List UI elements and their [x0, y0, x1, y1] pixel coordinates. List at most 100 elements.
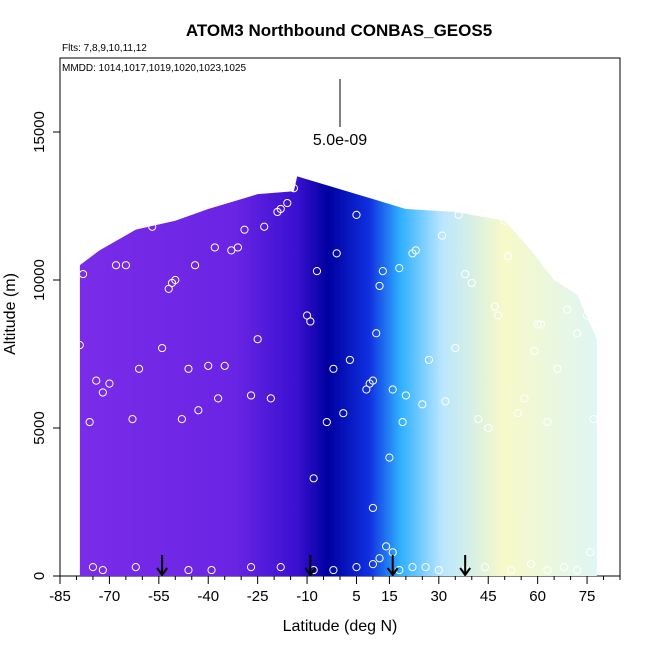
- sample-point: [543, 565, 552, 575]
- sample-point: [184, 565, 193, 575]
- sample-point: [220, 361, 229, 370]
- sample-point: [573, 565, 582, 575]
- sample-point: [128, 415, 137, 424]
- sample-point: [372, 329, 381, 338]
- sample-point: [563, 305, 572, 314]
- sample-point: [411, 246, 420, 255]
- sample-point: [368, 560, 378, 569]
- sample-point: [438, 231, 447, 240]
- sample-point: [309, 474, 318, 483]
- sample-point: [214, 394, 223, 403]
- sample-point: [345, 355, 354, 365]
- sample-point: [121, 261, 130, 270]
- x-tick-label: 15: [381, 588, 398, 605]
- y-tick-label: 10000: [31, 259, 48, 301]
- sample-point: [210, 243, 219, 252]
- sample-point: [352, 210, 361, 219]
- y-axis: 0 5000 10000 15000: [31, 111, 60, 580]
- x-tick-label: 5: [352, 588, 360, 605]
- sample-point: [500, 216, 509, 225]
- sample-point: [484, 423, 493, 433]
- sample-points: [75, 184, 598, 575]
- x-tick-label: 30: [430, 588, 447, 605]
- dates-label: MMDD: 1014,1017,1019,1020,1023,1025: [62, 63, 246, 74]
- sample-point: [503, 252, 513, 261]
- sample-point: [480, 563, 490, 572]
- sample-point: [520, 394, 529, 403]
- y-tick-label: 15000: [31, 111, 48, 153]
- y-axis-label: Altitude (m): [2, 273, 19, 355]
- sample-point: [494, 311, 503, 320]
- sample-point: [375, 281, 384, 291]
- sample-point: [329, 364, 338, 373]
- sample-point: [240, 225, 249, 234]
- sample-point: [207, 565, 216, 575]
- sample-point: [441, 397, 450, 406]
- sample-point: [306, 317, 315, 326]
- sample-point: [246, 563, 256, 572]
- flights-label: Flts: 7,8,9,10,11,12: [62, 43, 147, 54]
- sample-point: [418, 400, 427, 409]
- sample-point: [378, 267, 387, 276]
- sample-point: [158, 343, 167, 353]
- x-tick-label: -85: [49, 588, 71, 605]
- sample-point: [513, 409, 522, 418]
- sample-point: [276, 204, 285, 214]
- sample-point: [543, 417, 552, 427]
- sample-point: [490, 302, 499, 311]
- sample-point: [134, 364, 144, 373]
- chart-title: ATOM3 Northbound CONBAS_GEOS5: [186, 21, 492, 40]
- sample-point: [171, 275, 180, 285]
- sample-point: [467, 278, 476, 288]
- sample-point: [474, 415, 483, 424]
- sample-point: [382, 190, 391, 199]
- sample-point: [131, 563, 140, 572]
- sample-point: [194, 406, 203, 415]
- sample-point: [368, 503, 378, 513]
- sample-point: [329, 565, 338, 575]
- sample-point: [395, 264, 404, 273]
- sample-point: [312, 267, 322, 276]
- sample-point: [75, 341, 84, 350]
- sample-point: [582, 311, 592, 320]
- sample-point: [289, 184, 298, 193]
- sample-point: [266, 394, 275, 403]
- x-tick-label: -10: [296, 588, 318, 605]
- sample-point: [190, 261, 200, 270]
- concentration-field: [79, 176, 597, 576]
- sample-point: [111, 261, 121, 270]
- sample-point: [559, 563, 569, 572]
- sample-point: [283, 198, 292, 208]
- y-tick-label: 5000: [31, 411, 48, 444]
- sample-point: [177, 415, 186, 424]
- flight-arrows: [156, 555, 471, 576]
- sample-point: [260, 222, 269, 231]
- sample-point: [98, 388, 107, 397]
- sample-point: [526, 560, 536, 569]
- sample-point: [78, 269, 88, 279]
- sample-point: [88, 563, 98, 572]
- sample-point: [105, 379, 114, 388]
- flight-arrow: [459, 555, 471, 576]
- sample-point: [388, 385, 397, 394]
- flight-arrow: [386, 555, 399, 576]
- x-tick-label: -40: [197, 588, 219, 605]
- sample-point: [382, 542, 391, 551]
- flight-arrow: [156, 555, 168, 576]
- sample-point: [385, 453, 394, 462]
- sample-point: [233, 243, 242, 252]
- sample-point: [148, 222, 157, 231]
- sample-point: [421, 563, 430, 572]
- sample-point: [332, 249, 341, 258]
- sample-point: [454, 210, 463, 219]
- sample-point: [434, 565, 443, 575]
- sample-point: [98, 565, 107, 575]
- sample-point: [184, 364, 193, 373]
- sample-point: [322, 417, 331, 427]
- sample-point: [533, 320, 542, 329]
- sample-point: [368, 376, 378, 385]
- sample-point: [204, 361, 213, 370]
- sample-point: [408, 563, 417, 572]
- sample-point: [276, 563, 285, 572]
